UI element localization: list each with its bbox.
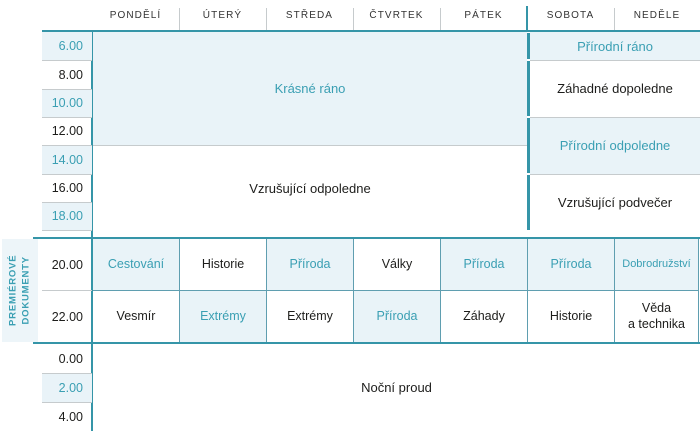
- program-cell-22-ctvrtek: Příroda: [354, 291, 440, 342]
- schedule-block-weekend-evening: Vzrušující podvečer: [557, 194, 673, 210]
- time-label-6-00: 6.00: [42, 32, 92, 60]
- schedule-block-night: Noční proud: [361, 380, 432, 395]
- day-header-patek: PÁTEK: [464, 10, 503, 21]
- day-header-streda: STŘEDA: [285, 10, 334, 21]
- grid-line: [530, 174, 700, 175]
- day-header-sobota: SOBOTA: [546, 10, 595, 21]
- program-cell-22-patek: Záhady: [463, 308, 505, 323]
- time-label-10-00: 10.00: [42, 89, 92, 117]
- grid-line: [530, 117, 700, 118]
- program-cell-22-nedele: Věda a technika: [628, 300, 685, 331]
- time-label-2-00: 2.00: [42, 373, 92, 402]
- premiere-row-divider: [93, 290, 699, 291]
- time-separator: [42, 373, 92, 374]
- premiere-label-line2: DOKUMENTY: [21, 256, 33, 325]
- program-cell-20-utery: Historie: [201, 256, 245, 271]
- time-separator: [42, 290, 92, 291]
- schedule-block-weekday-afternoon: Vzrušující odpoledne: [249, 180, 371, 196]
- program-cell-20-pondeli: Cestování: [93, 239, 179, 290]
- time-label-4-00: 4.00: [58, 409, 83, 424]
- header-divider: [353, 8, 354, 30]
- program-cell-20-sobota: Příroda: [528, 239, 614, 290]
- header-divider: [266, 8, 267, 30]
- weekend-border-segment: [527, 61, 530, 116]
- header-divider: [179, 8, 180, 30]
- program-cell-22-pondeli: Vesmír: [116, 308, 156, 323]
- time-separator: [42, 89, 92, 90]
- day-header-nedele: NEDĚLE: [633, 10, 681, 21]
- premiere-label-line1: PREMIÉROVÉ: [7, 254, 19, 327]
- time-column-border: [91, 30, 93, 431]
- program-cell-20-ctvrtek: Války: [381, 256, 413, 271]
- premiere-bottom-border: [33, 342, 700, 344]
- schedule-block-weekday-morning: Krásné ráno: [93, 32, 527, 145]
- time-label-0-00: 0.00: [58, 351, 83, 366]
- program-cell-20-patek: Příroda: [441, 239, 527, 290]
- premiere-top-border: [33, 237, 700, 239]
- weekend-border-segment: [527, 118, 530, 173]
- time-separator: [42, 117, 92, 118]
- time-separator: [42, 230, 92, 231]
- day-header-ctvrtek: ČTVRTEK: [369, 10, 424, 21]
- schedule-block-weekend-forenoon: Záhadné dopoledne: [557, 81, 673, 96]
- program-cell-22-streda: Extrémy: [287, 308, 333, 323]
- schedule-block-weekend-morning: Přírodní ráno: [530, 32, 700, 60]
- weekend-border-segment: [527, 175, 530, 230]
- premiere-strip-label: PREMIÉROVÉ DOKUMENTY: [2, 239, 38, 342]
- program-cell-22-utery: Extrémy: [180, 291, 266, 342]
- header-divider: [614, 8, 615, 30]
- program-cell-20-nedele: Dobrodružství: [615, 239, 698, 290]
- time-label-14-00: 14.00: [42, 145, 92, 174]
- time-label-16-00: 16.00: [51, 181, 83, 195]
- header-divider: [440, 8, 441, 30]
- time-separator: [42, 202, 92, 203]
- time-separator: [42, 402, 92, 403]
- time-label-8-00: 8.00: [58, 67, 83, 82]
- weekend-border-segment: [527, 33, 530, 59]
- weekend-header-divider: [526, 6, 528, 32]
- time-separator: [42, 174, 92, 175]
- program-cell-22-sobota: Historie: [549, 308, 593, 323]
- time-separator: [42, 145, 92, 146]
- time-label-20-00: 20.00: [51, 257, 83, 272]
- grid-line: [93, 145, 527, 146]
- header-underline: [42, 30, 700, 32]
- time-label-12-00: 12.00: [51, 124, 83, 138]
- time-label-22-00: 22.00: [51, 309, 83, 324]
- time-separator: [42, 60, 92, 61]
- day-header-pondeli: PONDĚLÍ: [109, 10, 162, 21]
- grid-line: [530, 60, 700, 61]
- time-label-18-00: 18.00: [42, 202, 92, 230]
- day-header-utery: ÚTERÝ: [202, 10, 243, 21]
- schedule-block-weekend-afternoon: Přírodní odpoledne: [530, 117, 700, 174]
- program-cell-20-streda: Příroda: [267, 239, 353, 290]
